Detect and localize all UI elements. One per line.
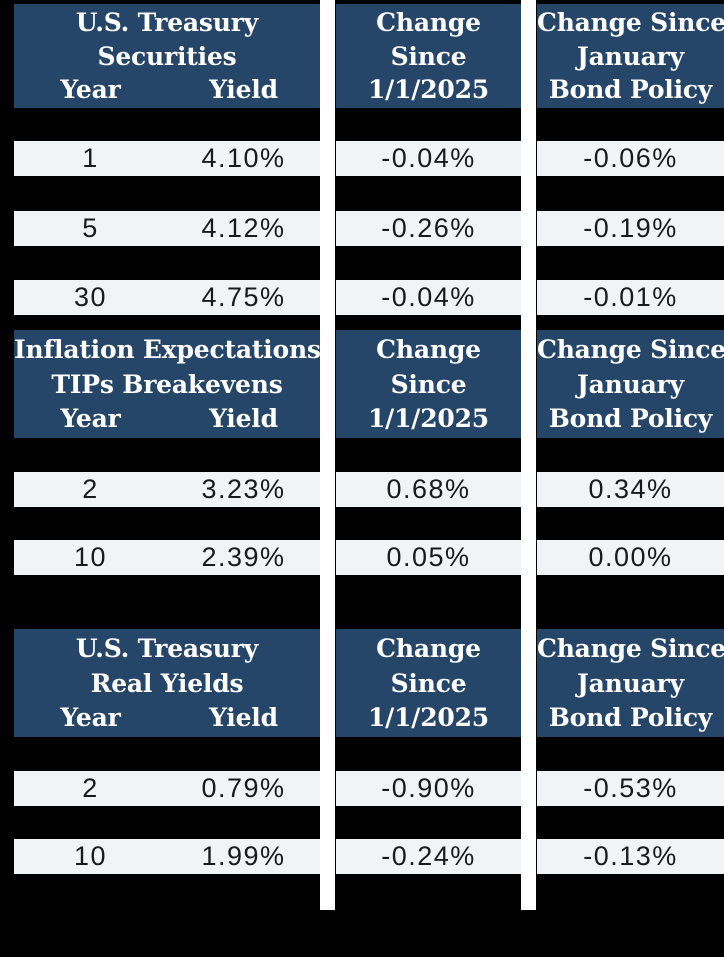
t2-change-policy-header: Change Since January Bond Policy	[537, 330, 724, 438]
year-value: 10	[73, 542, 108, 572]
t3-row1-change-policy: -0.53%	[537, 771, 724, 806]
t2-change-2025-line3: 1/1/2025	[367, 403, 490, 433]
t1-subheader-row: Year Yield	[14, 73, 320, 106]
change-2025-value: -0.90%	[381, 773, 476, 803]
t3-row2: 10 1.99%	[14, 839, 320, 874]
yield-value: 0.79%	[201, 773, 286, 803]
t1-change-2025-line3: 1/1/2025	[367, 74, 490, 104]
t1-row2-change-policy: -0.19%	[537, 211, 724, 246]
year-value: 10	[73, 841, 108, 871]
t2-year-col-header: Year	[60, 403, 121, 433]
t1-row3-change-2025: -0.04%	[336, 280, 521, 315]
t2-title-line2: TIPs Breakevens	[51, 369, 283, 399]
yield-value: 4.75%	[201, 282, 286, 312]
change-policy-value: 0.00%	[588, 542, 673, 572]
t3-change-2025-line2: Since	[390, 668, 467, 698]
change-policy-value: -0.06%	[583, 143, 678, 173]
change-2025-value: -0.04%	[381, 282, 476, 312]
t3-row1-change-2025: -0.90%	[336, 771, 521, 806]
t3-change-policy-line3: Bond Policy	[548, 702, 713, 732]
t3-change-policy-line2: January	[577, 668, 684, 698]
t2-row2: 10 2.39%	[14, 540, 320, 575]
change-2025-value: -0.26%	[381, 213, 476, 243]
yield-value: 2.39%	[201, 542, 286, 572]
t1-change-2025-line1: Change	[376, 8, 481, 38]
t1-year-col-header: Year	[60, 74, 121, 104]
t2-row1: 2 3.23%	[14, 472, 320, 507]
t2-change-policy-line1: Change Since	[537, 335, 724, 365]
t3-year-col-header: Year	[60, 702, 121, 732]
yield-value: 4.10%	[201, 143, 286, 173]
year-value: 1	[82, 143, 99, 173]
yield-value: 3.23%	[201, 474, 286, 504]
year-value: 2	[82, 474, 99, 504]
t3-title-line2: Real Yields	[90, 668, 244, 698]
t2-change-2025-header: Change Since 1/1/2025	[336, 330, 521, 438]
t2-change-2025-line1: Change	[376, 335, 481, 365]
yield-value: 1.99%	[201, 841, 286, 871]
change-2025-value: -0.24%	[381, 841, 476, 871]
change-policy-value: 0.34%	[588, 474, 673, 504]
column-gutter	[320, 0, 335, 910]
t1-row2: 5 4.12%	[14, 211, 320, 246]
change-policy-value: -0.01%	[583, 282, 678, 312]
t3-row1: 2 0.79%	[14, 771, 320, 806]
change-2025-value: 0.68%	[386, 474, 471, 504]
t3-change-2025-header: Change Since 1/1/2025	[336, 629, 521, 737]
t1-title-line1: U.S. Treasury	[75, 8, 259, 38]
t1-row1-change-2025: -0.04%	[336, 141, 521, 176]
t3-change-2025-line3: 1/1/2025	[367, 702, 490, 732]
t1-row3: 30 4.75%	[14, 280, 320, 315]
t1-row2-change-2025: -0.26%	[336, 211, 521, 246]
change-2025-value: -0.04%	[381, 143, 476, 173]
yield-value: 4.12%	[201, 213, 286, 243]
t1-row3-change-policy: -0.01%	[537, 280, 724, 315]
t2-subheader-row: Year Yield	[14, 402, 320, 435]
t3-row2-change-2025: -0.24%	[336, 839, 521, 874]
t2-yield-col-header: Yield	[209, 403, 278, 433]
t1-change-policy-line3: Bond Policy	[548, 74, 713, 104]
t1-change-policy-header: Change Since January Bond Policy	[537, 4, 724, 108]
t3-title-header: U.S. Treasury Real Yields Year Yield	[14, 629, 320, 737]
t2-title-header: Inflation Expectations: TIPs Breakevens …	[14, 330, 330, 438]
t1-change-2025-header: Change Since 1/1/2025	[336, 4, 521, 108]
year-value: 30	[73, 282, 108, 312]
t3-title-line1: U.S. Treasury	[75, 634, 259, 664]
change-2025-value: 0.05%	[386, 542, 471, 572]
change-policy-value: -0.19%	[583, 213, 678, 243]
t2-row2-change-policy: 0.00%	[537, 540, 724, 575]
t1-title-line2: Securities	[97, 41, 237, 71]
change-policy-value: -0.13%	[583, 841, 678, 871]
t1-yield-col-header: Yield	[209, 74, 278, 104]
t1-change-policy-line1: Change Since	[537, 8, 724, 38]
t2-change-2025-line2: Since	[390, 369, 467, 399]
t3-change-2025-line1: Change	[376, 634, 481, 664]
t1-row1-change-policy: -0.06%	[537, 141, 724, 176]
change-policy-value: -0.53%	[583, 773, 678, 803]
t1-title-header: U.S. Treasury Securities Year Yield	[14, 4, 320, 108]
t2-row1-change-policy: 0.34%	[537, 472, 724, 507]
year-value: 5	[82, 213, 99, 243]
t3-change-policy-line1: Change Since	[537, 634, 724, 664]
column-gutter	[521, 0, 536, 910]
t1-row1: 1 4.10%	[14, 141, 320, 176]
t3-row2-change-policy: -0.13%	[537, 839, 724, 874]
year-value: 2	[82, 773, 99, 803]
t3-change-policy-header: Change Since January Bond Policy	[537, 629, 724, 737]
t2-row1-change-2025: 0.68%	[336, 472, 521, 507]
t2-row2-change-2025: 0.05%	[336, 540, 521, 575]
t1-change-policy-line2: January	[577, 41, 684, 71]
t2-change-policy-line2: January	[577, 369, 684, 399]
t2-title-line1: Inflation Expectations:	[14, 335, 330, 365]
t1-change-2025-line2: Since	[390, 41, 467, 71]
t3-yield-col-header: Yield	[209, 702, 278, 732]
t3-subheader-row: Year Yield	[14, 701, 320, 734]
t2-change-policy-line3: Bond Policy	[548, 403, 713, 433]
